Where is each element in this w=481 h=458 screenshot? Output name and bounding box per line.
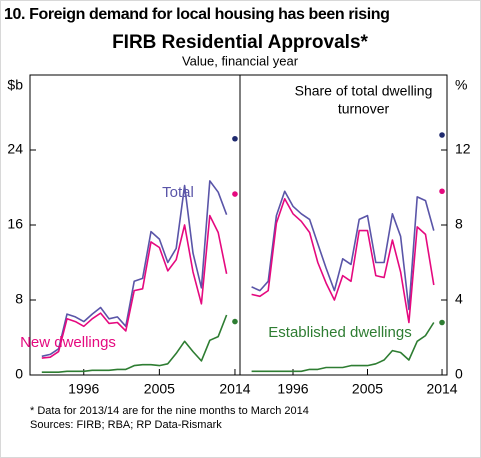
x-tick-label: 1996 bbox=[68, 381, 99, 397]
series-line bbox=[41, 180, 228, 358]
y-tick-label: 12 bbox=[455, 141, 471, 157]
y-tick-label: 8 bbox=[15, 291, 23, 307]
y-tick-label: 0 bbox=[455, 366, 463, 382]
latest-point bbox=[232, 135, 238, 142]
y-tick-label: 16 bbox=[7, 216, 23, 232]
latest-point bbox=[439, 188, 445, 195]
y-axis-label: $b bbox=[7, 77, 23, 93]
series-line bbox=[251, 190, 435, 311]
series-line bbox=[41, 314, 228, 373]
page-title: 10. Foreign demand for local housing has… bbox=[4, 6, 390, 23]
annotation: turnover bbox=[338, 101, 390, 117]
sources: Sources: FIRB; RBA; RP Data-Rismark bbox=[30, 419, 222, 431]
x-tick-label: 2014 bbox=[426, 381, 457, 397]
x-tick-label: 2005 bbox=[144, 381, 175, 397]
x-tick-label: 1996 bbox=[277, 381, 308, 397]
latest-point bbox=[439, 132, 445, 138]
series-label: New dwellings bbox=[20, 334, 116, 351]
y-tick-label: 24 bbox=[7, 141, 23, 157]
y-tick-label: 0 bbox=[15, 366, 23, 382]
series-label: Total bbox=[162, 184, 194, 201]
y-tick-label: 4 bbox=[455, 291, 463, 307]
chart-subtitle: Value, financial year bbox=[182, 53, 299, 68]
series-line bbox=[41, 214, 228, 359]
x-tick-label: 2014 bbox=[219, 381, 250, 397]
x-tick-label: 2005 bbox=[352, 381, 383, 397]
latest-point bbox=[232, 318, 238, 325]
y-tick-label: 8 bbox=[455, 216, 463, 232]
y-axis-label: % bbox=[455, 77, 467, 93]
latest-point bbox=[439, 319, 445, 326]
series-line bbox=[251, 198, 435, 324]
annotation: Share of total dwelling bbox=[295, 83, 433, 99]
footnote: * Data for 2013/14 are for the nine mont… bbox=[30, 405, 309, 417]
latest-point bbox=[232, 191, 238, 197]
series-label: Established dwellings bbox=[268, 324, 411, 341]
series-line bbox=[251, 322, 435, 373]
chart-title: FIRB Residential Approvals* bbox=[112, 32, 368, 53]
